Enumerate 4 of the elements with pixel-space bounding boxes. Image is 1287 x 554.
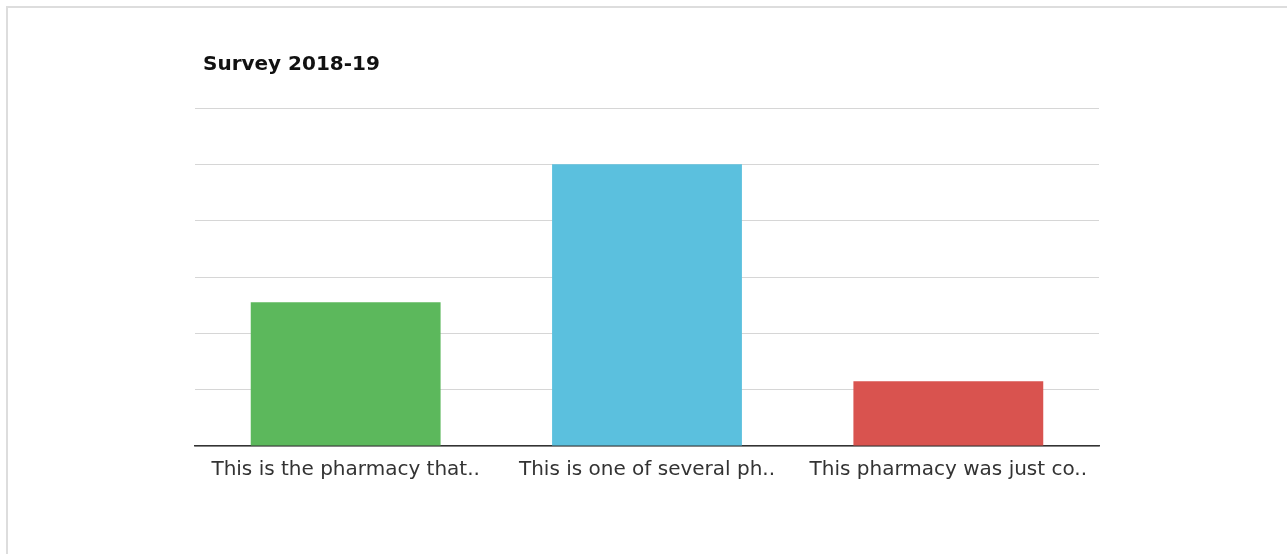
chart-title: Survey 2018-19 <box>203 51 380 75</box>
x-tick-label: This is one of several ph.. <box>517 456 776 481</box>
x-tick-label: This pharmacy was just co.. <box>808 456 1088 481</box>
x-tick-label: This is the pharmacy that.. <box>210 456 480 481</box>
